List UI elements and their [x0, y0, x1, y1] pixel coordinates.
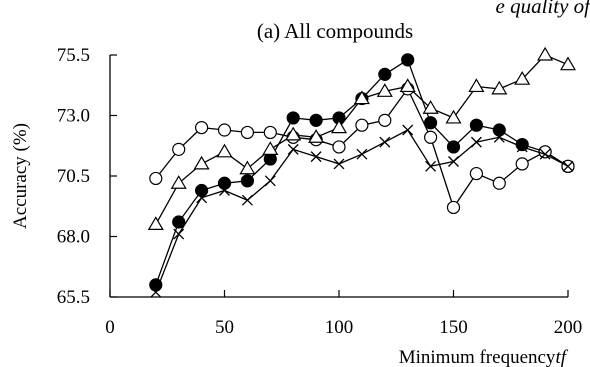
- data-point: [424, 130, 438, 144]
- y-tick-label: 75.5: [57, 45, 90, 66]
- series-1: [149, 53, 575, 292]
- series-3: [147, 46, 577, 230]
- data-point: [468, 78, 485, 93]
- data-point: [469, 166, 483, 181]
- data-point: [196, 192, 208, 204]
- data-point: [469, 118, 483, 132]
- series-line: [155, 87, 569, 209]
- data-point: [147, 216, 164, 230]
- chart-title: (a) All compounds: [257, 19, 413, 43]
- x-tick-label: 0: [105, 317, 115, 338]
- data-point: [309, 113, 323, 127]
- data-point: [559, 56, 577, 71]
- header-fragment: e quality of: [496, 0, 590, 18]
- y-tick-label: 68.0: [57, 227, 90, 248]
- x-axis-label-text: Minimum frequency: [399, 347, 556, 367]
- data-point: [493, 131, 505, 143]
- x-axis-label: Minimum frequencytf: [399, 347, 569, 367]
- data-point: [262, 141, 279, 155]
- data-point: [446, 200, 461, 215]
- data-point: [446, 140, 461, 154]
- data-point: [425, 160, 437, 172]
- data-point: [173, 228, 185, 240]
- data-point: [562, 160, 574, 172]
- data-point: [378, 113, 392, 127]
- data-point: [332, 140, 346, 154]
- data-point: [379, 136, 391, 148]
- data-point: [514, 71, 531, 85]
- y-axis-label: Accuracy (%): [10, 123, 31, 229]
- y-tick-label: 70.5: [57, 166, 90, 187]
- x-ticks: 0 50 100 150 200: [105, 290, 582, 338]
- x-tick-label: 50: [215, 317, 234, 338]
- data-point: [263, 125, 277, 140]
- data-point: [401, 53, 415, 67]
- data-point: [170, 175, 187, 189]
- data-point: [172, 215, 186, 229]
- data-point: [422, 100, 439, 114]
- y-tick-label: 73.0: [57, 106, 90, 127]
- data-point: [172, 142, 186, 156]
- y-tick-label: 65.5: [57, 287, 90, 308]
- data-point: [470, 136, 482, 148]
- data-point: [356, 148, 368, 160]
- plot-series: [147, 46, 577, 298]
- data-point: [287, 143, 299, 155]
- x-tick-label: 200: [554, 317, 583, 338]
- data-point: [150, 286, 162, 298]
- data-point: [286, 111, 300, 125]
- data-point: [217, 176, 232, 190]
- data-point: [378, 67, 392, 81]
- data-point: [539, 148, 551, 160]
- data-point: [264, 175, 276, 187]
- series-2: [149, 82, 575, 215]
- data-point: [491, 80, 508, 95]
- data-point: [241, 194, 253, 206]
- y-ticks: 65.5 68.0 70.5 73.0 75.5: [57, 45, 117, 308]
- data-point: [333, 158, 345, 170]
- data-point: [424, 116, 438, 130]
- x-tick-label: 100: [325, 317, 354, 338]
- data-point: [193, 155, 210, 170]
- data-point: [353, 90, 370, 105]
- data-point: [376, 83, 393, 97]
- data-point: [217, 123, 232, 137]
- data-point: [240, 125, 254, 140]
- data-point: [445, 109, 462, 124]
- data-point: [149, 171, 163, 186]
- data-point: [492, 123, 506, 137]
- data-point: [399, 78, 416, 93]
- data-point: [402, 124, 414, 136]
- data-point: [515, 157, 529, 171]
- x-axis-label-var: tf: [555, 347, 568, 367]
- data-point: [285, 126, 302, 141]
- data-point: [195, 183, 209, 198]
- data-point: [310, 151, 322, 163]
- data-point: [537, 46, 554, 61]
- data-point: [239, 160, 256, 175]
- data-point: [330, 119, 348, 134]
- data-point: [219, 185, 230, 196]
- data-point: [308, 129, 325, 143]
- data-point: [516, 141, 528, 153]
- data-point: [355, 118, 369, 132]
- data-point: [492, 176, 506, 190]
- data-point: [216, 143, 233, 158]
- x-tick-label: 150: [439, 317, 468, 338]
- series-4: [150, 124, 574, 298]
- data-point: [240, 174, 254, 188]
- data-point: [448, 156, 459, 167]
- data-point: [195, 120, 209, 135]
